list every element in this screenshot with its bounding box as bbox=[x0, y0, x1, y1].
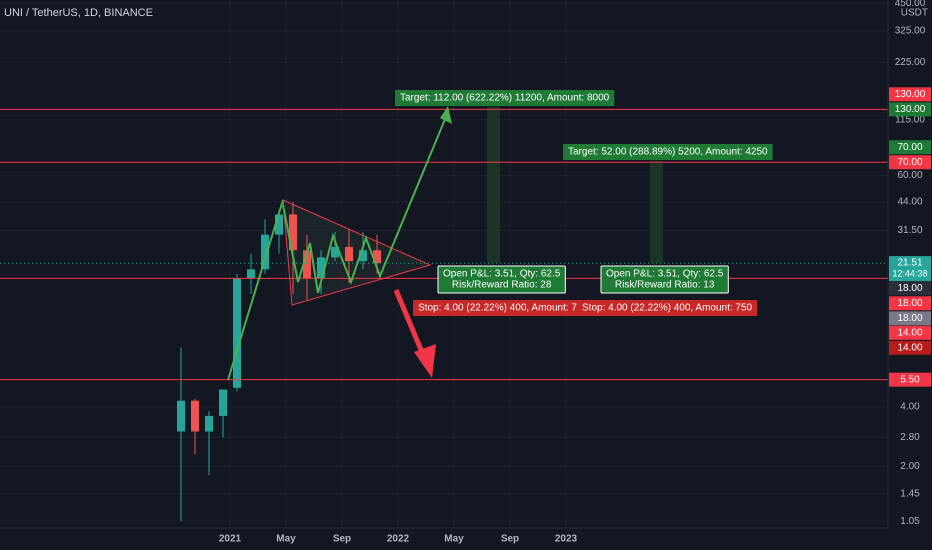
candle-body bbox=[359, 250, 367, 262]
pnl-box bbox=[600, 265, 729, 294]
y-tick-label: 1.45 bbox=[900, 488, 920, 499]
x-tick-label: May bbox=[444, 534, 464, 545]
y-unit: USDT bbox=[901, 8, 928, 19]
y-tick-label: 325.00 bbox=[895, 26, 926, 37]
candle-body bbox=[177, 400, 185, 432]
target-box-text: Target: 112.00 (622.22%) 11200, Amount: … bbox=[400, 93, 610, 104]
candle-body bbox=[191, 400, 199, 432]
target-box bbox=[395, 90, 615, 106]
y-tick-label: 44.00 bbox=[897, 197, 922, 208]
y-tick-label: 115.00 bbox=[895, 114, 925, 125]
y-tick-label: 225.00 bbox=[895, 57, 926, 68]
target-zone bbox=[487, 107, 500, 263]
price-label-bg bbox=[889, 340, 931, 355]
candle-body bbox=[219, 389, 227, 416]
price-label-bg bbox=[889, 155, 931, 170]
price-label: 18.00 bbox=[897, 283, 922, 294]
price-label-bg bbox=[889, 140, 931, 155]
candle-body bbox=[233, 278, 241, 388]
x-tick-label: Sep bbox=[333, 534, 351, 545]
price-label: 14.00 bbox=[897, 342, 922, 353]
candle-body bbox=[373, 250, 381, 264]
price-label: 5.50 bbox=[900, 374, 920, 385]
arrow-head bbox=[440, 106, 452, 124]
candle-body bbox=[261, 234, 269, 270]
price-label: 130.00 bbox=[895, 104, 926, 115]
candle-body bbox=[247, 269, 255, 279]
y-tick-label: 60.00 bbox=[897, 170, 922, 181]
x-tick-label: 2021 bbox=[219, 534, 242, 545]
stop-box bbox=[413, 300, 594, 316]
price-label-bg bbox=[889, 372, 931, 387]
arrow-shaft bbox=[393, 289, 427, 358]
price-label: 70.00 bbox=[897, 142, 922, 153]
price-label-bg bbox=[889, 325, 931, 340]
annotations: Target: 112.00 (622.22%) 11200, Amount: … bbox=[395, 90, 773, 316]
stop-box-text: Stop: 4.00 (22.22%) 400, Amount: 750 bbox=[418, 303, 589, 314]
price-label-bg bbox=[889, 311, 931, 326]
candle-body bbox=[289, 214, 297, 251]
price-label: 130.00 bbox=[895, 89, 926, 100]
arrow-head bbox=[414, 344, 436, 378]
pnl-box-text: Open P&L: 3.51, Qty: 62.5 bbox=[443, 269, 561, 280]
candle-body bbox=[331, 246, 339, 258]
candle-body bbox=[205, 415, 213, 432]
price-label-bg bbox=[889, 281, 931, 296]
candle-body bbox=[317, 257, 325, 279]
stop-box bbox=[577, 300, 758, 316]
last-price-bg bbox=[889, 256, 931, 282]
last-price-label: 21.51 bbox=[897, 258, 922, 269]
price-label: 14.00 bbox=[897, 327, 922, 338]
y-tick-label: 4.00 bbox=[900, 402, 920, 413]
candle-body bbox=[345, 246, 353, 262]
x-tick-label: 2023 bbox=[555, 534, 578, 545]
y-tick-label: 1.05 bbox=[900, 516, 920, 527]
price-label-bg bbox=[889, 87, 931, 102]
price-label: 18.00 bbox=[897, 313, 922, 324]
chart-title: UNI / TetherUS, 1D, BINANCE bbox=[4, 7, 153, 19]
y-tick-label: 31.50 bbox=[897, 225, 922, 236]
x-tick-label: May bbox=[276, 534, 296, 545]
x-tick-label: 2022 bbox=[387, 534, 410, 545]
price-label: 18.00 bbox=[897, 298, 922, 309]
y-tick-label: 2.80 bbox=[900, 432, 920, 443]
zigzag-line bbox=[282, 111, 449, 294]
y-tick-label: 450.00 bbox=[895, 0, 926, 9]
candles bbox=[0, 108, 888, 522]
target-box bbox=[563, 144, 773, 160]
pnl-box-text: Risk/Reward Ratio: 28 bbox=[452, 280, 552, 291]
price-label-bg bbox=[889, 102, 931, 117]
x-tick-label: Sep bbox=[501, 534, 519, 545]
y-tick-label: 2.00 bbox=[900, 461, 920, 472]
target-zone bbox=[650, 161, 663, 263]
pnl-box-text: Open P&L: 3.51, Qty: 62.5 bbox=[606, 269, 724, 280]
pnl-box bbox=[437, 265, 566, 294]
grid bbox=[0, 0, 888, 528]
axis: 450.00 325.00 225.00 115.00 60.00 44.00 31.50 4… bbox=[219, 0, 931, 545]
price-label-bg bbox=[889, 296, 931, 311]
last-price-time: 12:44:38 bbox=[892, 268, 927, 278]
candle-body bbox=[303, 250, 311, 279]
trend-line bbox=[227, 199, 284, 381]
pnl-box-text: Risk/Reward Ratio: 13 bbox=[615, 280, 715, 291]
stop-box-text: Stop: 4.00 (22.22%) 400, Amount: 750 bbox=[582, 303, 753, 314]
price-label: 70.00 bbox=[897, 157, 922, 168]
candle-body bbox=[275, 214, 283, 235]
target-box-text: Target: 52.00 (288.89%) 5200, Amount: 42… bbox=[568, 147, 768, 158]
